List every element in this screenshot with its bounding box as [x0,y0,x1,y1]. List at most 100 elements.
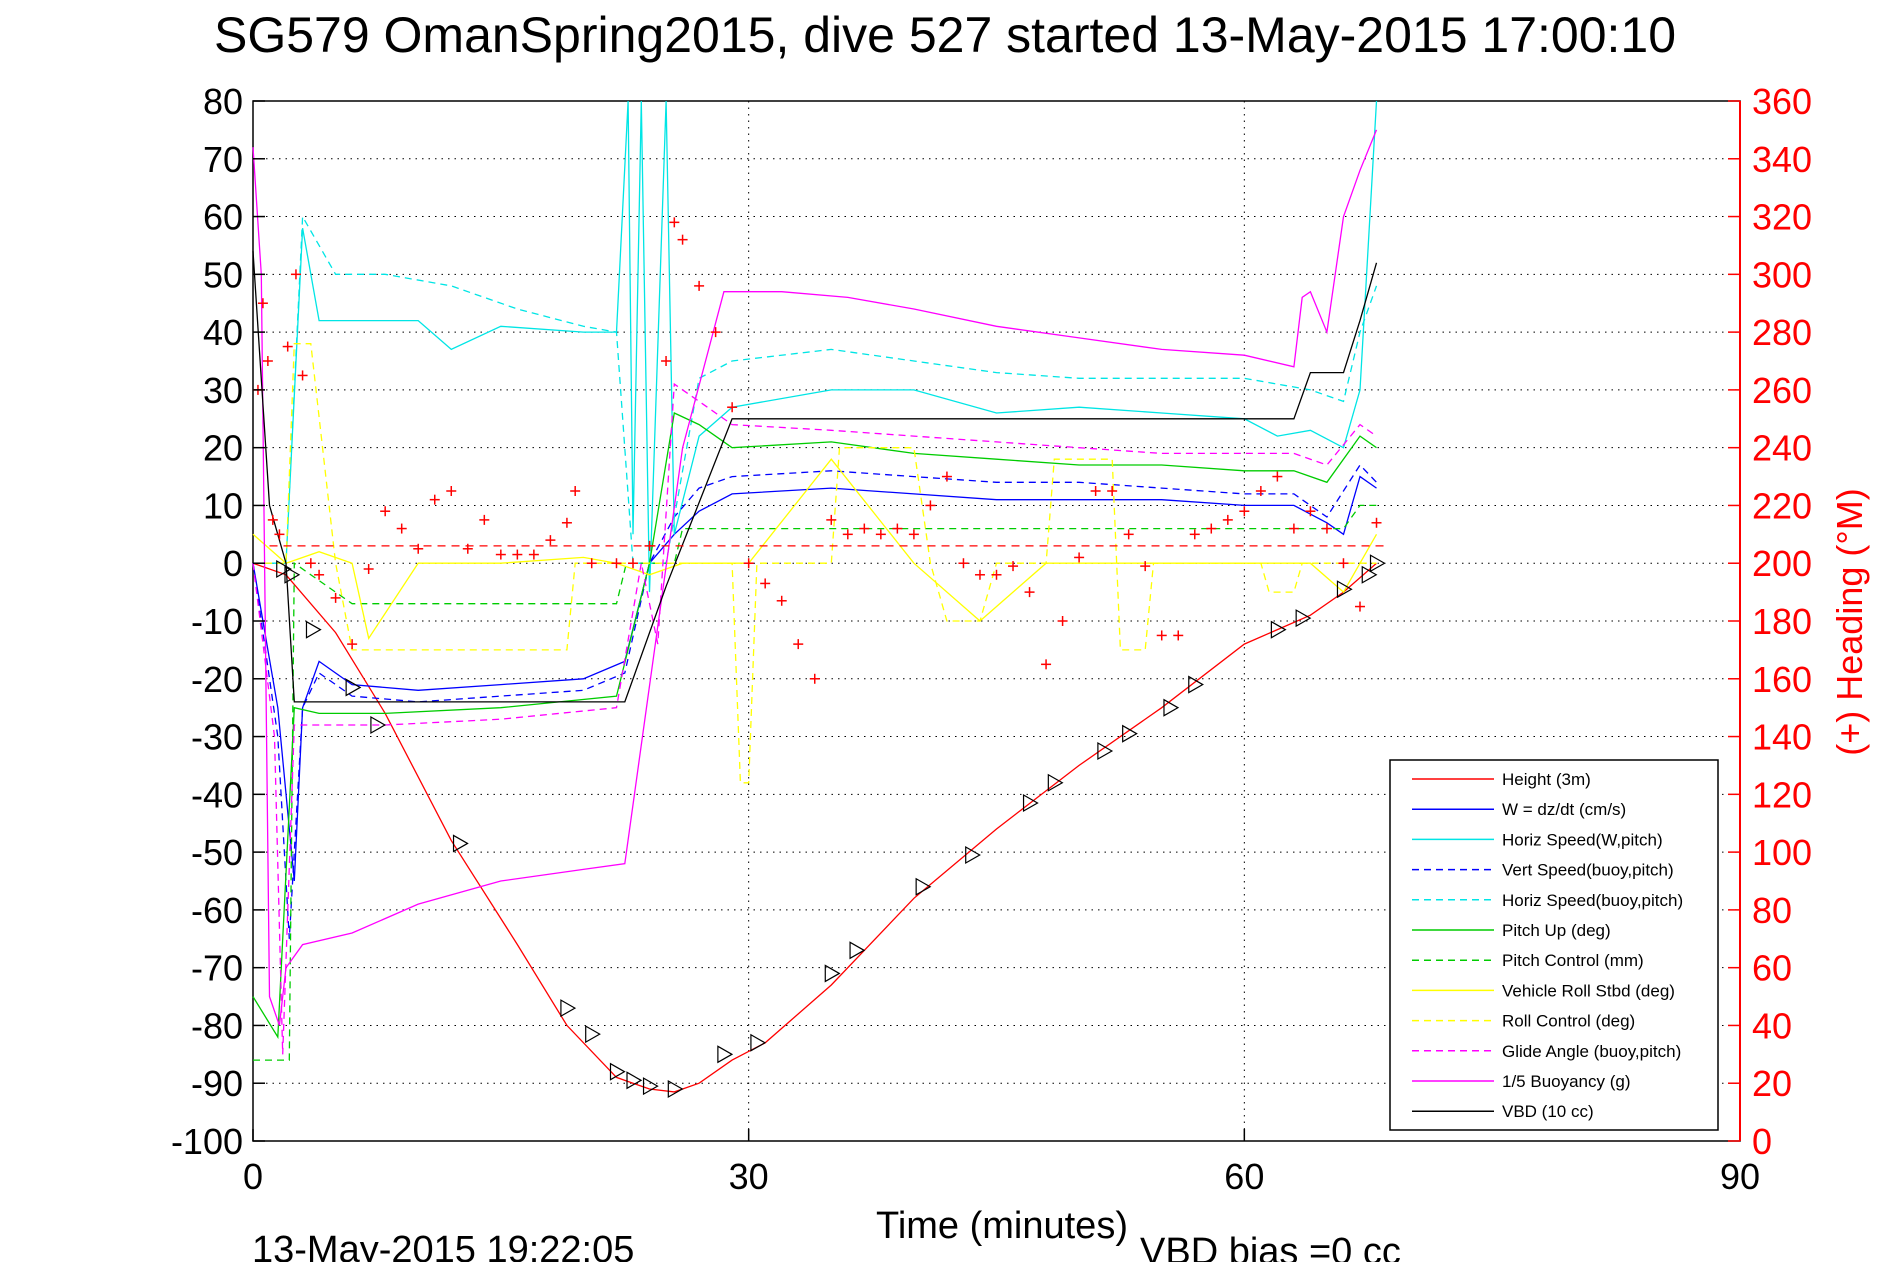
heading-marker [1239,506,1250,517]
right-tick-label: 240 [1752,428,1812,469]
heading-marker [462,543,473,554]
triangle-marker [370,715,387,735]
heading-marker [267,514,278,525]
heading-marker [257,298,268,309]
triangle-marker [849,941,866,960]
series-vbd-10-cc [252,251,1378,703]
right-axis: 3603403203002802602402202001801601401201… [1728,81,1812,1162]
heading-marker [1156,630,1167,641]
series-pitch-up-deg [252,412,1377,1040]
left-tick-label: 40 [203,312,243,353]
triangle-marker [585,1025,601,1044]
triangle-marker [452,834,469,853]
left-tick-label: -80 [191,1005,243,1046]
triangle-marker [1369,554,1386,573]
heading-marker [314,569,325,580]
heading-marker [669,217,680,228]
right-tick-label: 260 [1752,370,1812,411]
heading-marker [1041,659,1052,670]
legend-label: Vehicle Roll Stbd (deg) [1502,981,1675,1000]
heading-marker [561,517,572,528]
heading-marker [1255,486,1266,496]
heading-marker [1206,523,1217,534]
heading-marker [842,529,853,540]
heading-marker [611,558,622,569]
heading-marker [479,514,490,525]
triangle-marker [345,678,362,697]
right-tick-label: 360 [1752,81,1812,122]
legend-box [1389,759,1719,1131]
heading-marker [1305,506,1316,517]
heading-marker [925,500,936,511]
triangle-marker [305,620,322,639]
left-tick-label: 20 [203,428,243,469]
right-tick-label: 180 [1752,601,1812,642]
triangle-marker [284,565,301,584]
heading-marker [644,540,655,551]
heading-marker [958,558,969,569]
legend-label: Horiz Speed(W,pitch) [1502,830,1663,849]
footer-vbd-bias: VBD bias =0 cc [1140,1231,1401,1262]
heading-marker [1074,552,1085,563]
heading-marker [290,269,301,280]
heading-marker [793,639,804,650]
heading-marker [677,234,688,245]
heading-marker [413,543,424,554]
series-vert-speed-buoy-pitch [252,463,1377,939]
heading-marker [396,523,407,534]
heading-marker [586,558,597,569]
left-tick-label: -100 [171,1121,243,1162]
right-tick-label: 0 [1752,1121,1772,1162]
right-tick-label: 220 [1752,485,1812,526]
heading-marker [297,370,308,381]
heading-marker [1354,601,1365,612]
legend-label: W = dz/dt (cm/s) [1502,800,1626,819]
heading-marker [908,529,919,540]
legend-label: VBD (10 cc) [1502,1102,1594,1121]
heading-marker [305,558,316,569]
left-tick-label: -90 [191,1063,243,1104]
heading-marker [262,356,273,366]
heading-marker [1140,561,1151,572]
left-tick-label: -70 [191,948,243,989]
legend-label: Horiz Speed(buoy,pitch) [1502,891,1683,910]
triangle-marker [276,559,292,579]
series-horiz-speed-w-pitch [253,100,1378,593]
heading-marker [1222,514,1233,525]
triangle-marker [750,1033,767,1052]
heading-marker [826,514,837,525]
heading-marker [512,549,523,560]
heading-marker [495,549,506,560]
left-tick-label: 50 [203,254,243,295]
triangle-marker [1361,565,1378,584]
right-tick-label: 100 [1752,832,1812,873]
legend-label: Glide Angle (buoy,pitch) [1502,1042,1681,1061]
triangle-marker [667,1079,684,1099]
heading-marker [694,280,705,291]
left-tick-label: 30 [203,370,243,411]
left-tick-label: 70 [203,139,243,180]
legend-label: Height (3m) [1502,770,1591,789]
triangle-marker [717,1045,734,1064]
heading-marker [727,402,738,413]
heading-marker [1321,523,1332,534]
left-tick-label: 0 [223,543,243,584]
legend-label: Roll Control (deg) [1502,1012,1635,1031]
x-axis: 0 30 60 90 [243,1129,1760,1197]
x-tick-label: 60 [1224,1156,1264,1197]
legend: Height (3m) W = dz/dt (cm/s) Horiz Speed(W… [1389,759,1719,1131]
heading-marker [661,356,672,366]
heading-marker [628,558,639,569]
triangle-marker [1163,698,1180,717]
right-tick-label: 80 [1752,890,1792,931]
triangle-marker [560,999,577,1018]
left-tick-label: -40 [191,774,243,815]
heading-marker [528,549,539,560]
left-tick-label: -60 [191,890,243,931]
series-glide-angle-buoy-pitch [252,382,1377,1055]
heading-marker [347,639,358,650]
heading-marker [330,592,341,603]
left-tick-label: -20 [191,659,243,700]
triangle-marker [824,964,841,983]
